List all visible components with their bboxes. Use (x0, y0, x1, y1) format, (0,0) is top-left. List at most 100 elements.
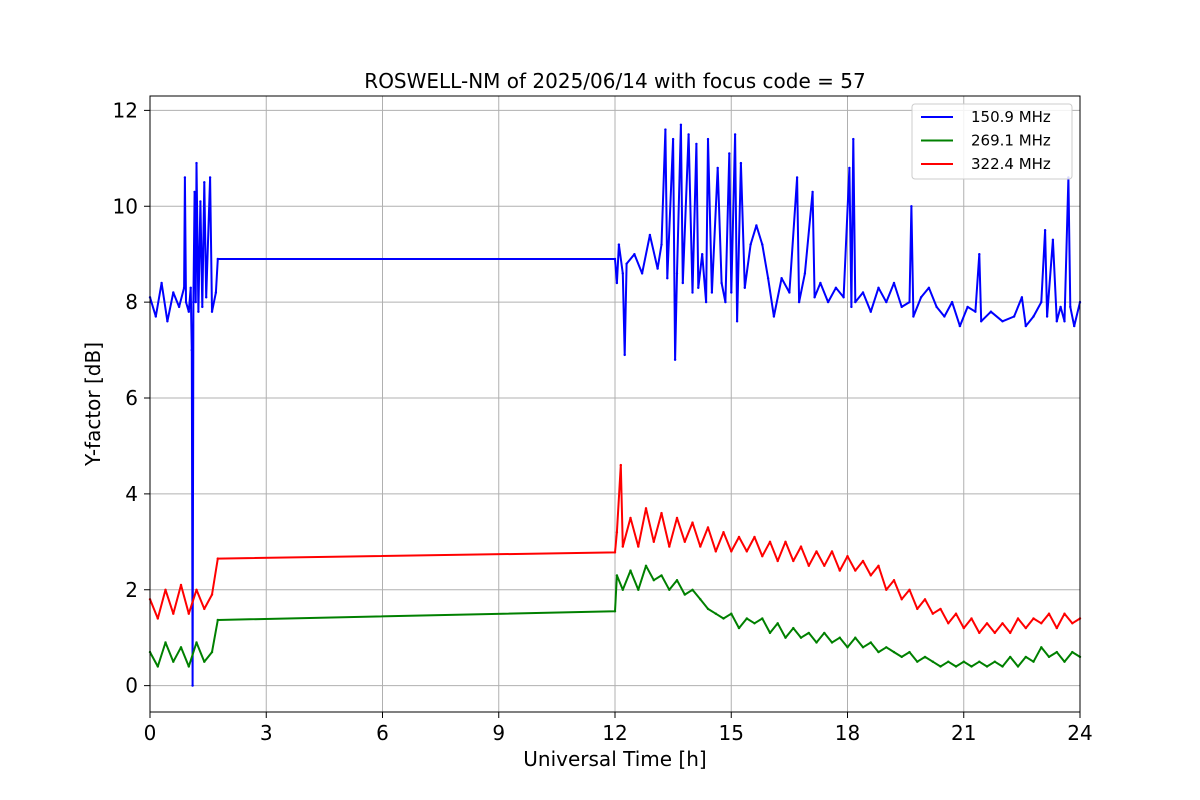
data-point (164, 588, 167, 591)
x-axis-title: Universal Time [h] (523, 747, 706, 771)
data-point (724, 300, 727, 304)
data-point (908, 650, 911, 654)
data-point (834, 286, 838, 289)
data-point (885, 300, 888, 304)
data-point (947, 660, 950, 663)
data-point (675, 579, 679, 582)
data-point (706, 526, 710, 529)
data-point (1073, 324, 1076, 328)
data-point (807, 564, 810, 567)
data-point (615, 281, 619, 285)
data-point (861, 646, 865, 649)
data-point (807, 631, 810, 635)
data-point (908, 300, 911, 304)
data-point (916, 607, 919, 611)
data-point (697, 286, 700, 289)
data-point (615, 531, 619, 534)
data-point (164, 641, 167, 644)
legend: 150.9 MHz 269.1 MHz 322.4 MHz (911, 103, 1073, 180)
x-tick-label: 6 (376, 721, 389, 745)
data-point (617, 243, 621, 246)
data-point (848, 166, 851, 170)
data-point (644, 507, 648, 510)
data-point (854, 300, 857, 304)
data-point (819, 281, 822, 285)
data-point (183, 176, 187, 179)
data-point (852, 137, 855, 141)
y-tick-label: 4 (125, 482, 138, 506)
data-point (766, 277, 770, 280)
series-2 (148, 564, 1082, 668)
data-point (691, 521, 694, 524)
data-point (637, 545, 640, 548)
data-point (203, 660, 206, 663)
data-point (1063, 320, 1066, 323)
data-point (728, 152, 731, 155)
data-point (761, 617, 764, 620)
legend-label: 269.1 MHz (971, 132, 1051, 150)
data-point (931, 660, 934, 663)
data-point (923, 655, 927, 659)
data-point (1009, 631, 1012, 635)
data-point (962, 626, 965, 630)
data-point (621, 272, 624, 275)
data-point (1040, 622, 1043, 625)
data-point (927, 286, 931, 289)
data-point (666, 277, 669, 280)
data-point (869, 641, 872, 644)
data-point (877, 650, 880, 654)
x-tick-label: 9 (492, 721, 505, 745)
data-point (753, 535, 756, 539)
data-point (954, 665, 958, 668)
y-tick-label: 6 (125, 386, 138, 410)
data-point (156, 617, 159, 620)
data-point (179, 583, 183, 587)
x-axis: 0 3 6 9 12 15 18 21 24 (144, 712, 1093, 745)
data-point (735, 320, 739, 323)
data-point (195, 161, 198, 165)
data-point (877, 286, 880, 289)
data-point (900, 655, 903, 659)
data-point (172, 660, 175, 663)
data-point (722, 617, 725, 620)
data-point (210, 593, 214, 596)
data-point (623, 353, 626, 357)
data-point (671, 137, 675, 141)
data-point (755, 224, 758, 227)
data-point (869, 574, 872, 577)
data-point (706, 607, 710, 611)
data-point (923, 598, 927, 601)
data-point (985, 665, 989, 668)
data-point (189, 286, 192, 289)
data-point (826, 300, 830, 304)
data-point (203, 181, 206, 184)
data-point (1040, 646, 1043, 649)
data-point (714, 550, 717, 553)
data-point (660, 243, 663, 246)
data-point (652, 579, 655, 582)
x-tick-label: 15 (719, 721, 744, 745)
x-tick-label: 18 (835, 721, 860, 745)
data-point (908, 588, 911, 591)
data-point (1032, 315, 1035, 318)
data-point (939, 665, 942, 668)
data-point (830, 550, 834, 553)
data-point (978, 631, 981, 635)
data-point (701, 253, 704, 256)
data-point (749, 243, 752, 246)
data-point (966, 305, 969, 309)
data-point (195, 641, 198, 644)
data-point (633, 253, 636, 256)
data-point (885, 588, 888, 591)
data-point (1009, 655, 1012, 659)
x-tick-label: 0 (144, 721, 157, 745)
data-point (1020, 296, 1024, 299)
data-point (629, 516, 632, 520)
data-point (776, 559, 779, 563)
data-point (950, 300, 954, 304)
data-point (931, 612, 934, 615)
data-point (912, 315, 915, 318)
data-point (823, 564, 826, 567)
data-point (1032, 660, 1035, 663)
data-point (681, 281, 684, 285)
